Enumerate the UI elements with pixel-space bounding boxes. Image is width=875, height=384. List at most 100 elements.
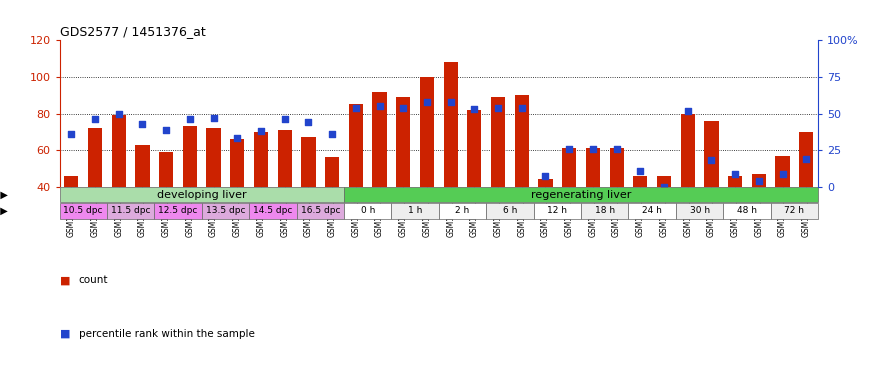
Point bbox=[88, 116, 102, 122]
Text: 12 h: 12 h bbox=[548, 206, 567, 215]
Point bbox=[538, 173, 552, 179]
Bar bbox=[534, 203, 581, 218]
Bar bbox=[676, 203, 724, 218]
Text: 0 h: 0 h bbox=[360, 206, 374, 215]
Text: 1 h: 1 h bbox=[408, 206, 423, 215]
Text: percentile rank within the sample: percentile rank within the sample bbox=[79, 329, 255, 339]
Bar bbox=[277, 130, 292, 187]
Point bbox=[752, 178, 766, 184]
Text: 13.5 dpc: 13.5 dpc bbox=[206, 206, 245, 215]
Point bbox=[444, 99, 458, 105]
Point bbox=[467, 106, 481, 112]
Bar bbox=[202, 203, 249, 218]
Point bbox=[420, 99, 434, 105]
Bar bbox=[159, 152, 173, 187]
Point bbox=[491, 104, 505, 111]
Point bbox=[301, 119, 315, 125]
Point bbox=[159, 126, 173, 132]
Bar bbox=[420, 77, 434, 187]
Bar bbox=[538, 179, 553, 187]
Point bbox=[326, 131, 340, 137]
Point bbox=[657, 184, 671, 190]
Bar bbox=[585, 148, 600, 187]
Point bbox=[775, 170, 789, 177]
Bar bbox=[771, 203, 818, 218]
Bar bbox=[728, 176, 742, 187]
Text: regenerating liver: regenerating liver bbox=[531, 190, 631, 200]
Point bbox=[610, 146, 624, 152]
Point bbox=[277, 116, 291, 122]
Bar bbox=[154, 203, 202, 218]
Bar bbox=[112, 115, 126, 187]
Bar bbox=[775, 156, 789, 187]
Point bbox=[586, 146, 600, 152]
Bar bbox=[396, 97, 410, 187]
Bar bbox=[562, 148, 577, 187]
Bar bbox=[349, 104, 363, 187]
Bar bbox=[799, 132, 814, 187]
Text: 48 h: 48 h bbox=[737, 206, 757, 215]
Bar bbox=[88, 128, 102, 187]
Point bbox=[514, 104, 528, 111]
Bar bbox=[491, 97, 505, 187]
Bar bbox=[439, 203, 487, 218]
Text: developing liver: developing liver bbox=[157, 190, 247, 200]
Point bbox=[349, 104, 363, 111]
Text: 2 h: 2 h bbox=[455, 206, 470, 215]
Bar bbox=[107, 203, 154, 218]
Bar bbox=[301, 137, 316, 187]
Point bbox=[254, 128, 268, 134]
Bar bbox=[467, 110, 481, 187]
Bar bbox=[297, 203, 344, 218]
Bar bbox=[657, 176, 671, 187]
Bar bbox=[724, 203, 771, 218]
Bar bbox=[704, 121, 718, 187]
Point bbox=[230, 135, 244, 141]
Bar bbox=[325, 157, 340, 187]
Text: 30 h: 30 h bbox=[690, 206, 710, 215]
Bar bbox=[487, 203, 534, 218]
Bar bbox=[136, 145, 150, 187]
Bar bbox=[391, 203, 439, 218]
Text: 6 h: 6 h bbox=[503, 206, 517, 215]
Text: 12.5 dpc: 12.5 dpc bbox=[158, 206, 198, 215]
Text: 11.5 dpc: 11.5 dpc bbox=[111, 206, 150, 215]
Point bbox=[65, 131, 79, 137]
Point bbox=[681, 108, 695, 114]
Point bbox=[704, 157, 718, 164]
Point bbox=[634, 167, 648, 174]
Point bbox=[563, 146, 577, 152]
Text: GDS2577 / 1451376_at: GDS2577 / 1451376_at bbox=[60, 25, 206, 38]
Point bbox=[373, 103, 387, 109]
Bar bbox=[634, 176, 648, 187]
Bar bbox=[64, 176, 79, 187]
Text: time ▶: time ▶ bbox=[0, 206, 8, 216]
Bar bbox=[206, 128, 220, 187]
Bar bbox=[681, 114, 695, 187]
Text: specimen ▶: specimen ▶ bbox=[0, 190, 8, 200]
Bar bbox=[60, 203, 107, 218]
Text: ■: ■ bbox=[60, 275, 70, 285]
Bar bbox=[254, 132, 268, 187]
Text: 14.5 dpc: 14.5 dpc bbox=[253, 206, 292, 215]
Point bbox=[136, 121, 150, 127]
Bar bbox=[581, 203, 628, 218]
Bar bbox=[344, 203, 391, 218]
Text: 10.5 dpc: 10.5 dpc bbox=[64, 206, 103, 215]
Bar bbox=[444, 62, 458, 187]
Point bbox=[112, 111, 126, 117]
Bar bbox=[183, 126, 197, 187]
Text: count: count bbox=[79, 275, 108, 285]
Point bbox=[728, 170, 742, 177]
Bar bbox=[249, 203, 297, 218]
Bar bbox=[752, 174, 766, 187]
Point bbox=[396, 104, 410, 111]
Text: 72 h: 72 h bbox=[784, 206, 804, 215]
Text: 24 h: 24 h bbox=[642, 206, 662, 215]
Text: ■: ■ bbox=[60, 329, 70, 339]
Text: 18 h: 18 h bbox=[595, 206, 615, 215]
Point bbox=[799, 156, 813, 162]
Bar bbox=[373, 91, 387, 187]
Bar bbox=[628, 203, 676, 218]
Bar bbox=[344, 187, 818, 202]
